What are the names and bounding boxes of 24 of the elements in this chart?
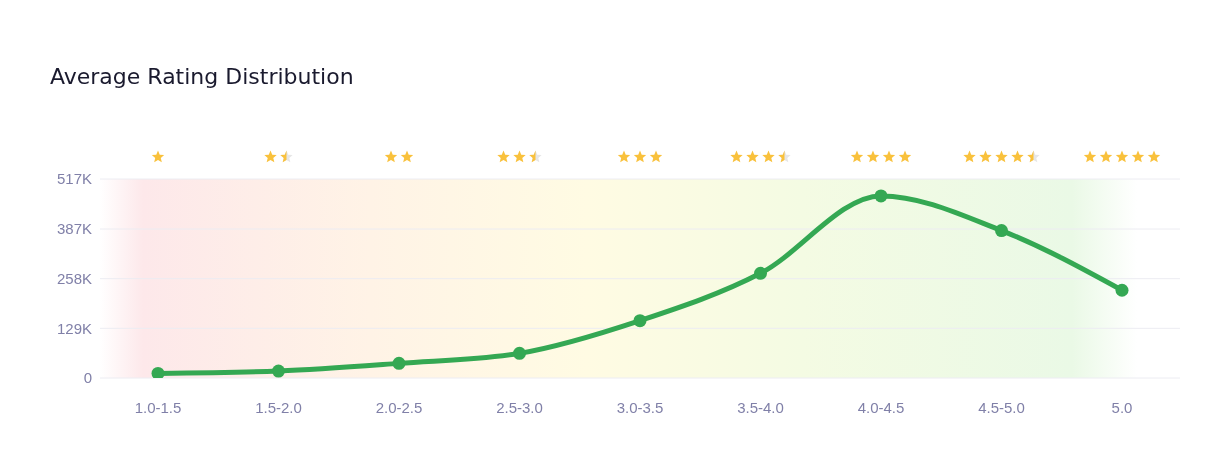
point [995,224,1008,238]
y-tick-label: 387K [56,220,92,238]
point [151,366,165,378]
chart-title: Average Rating Distribution [50,64,354,89]
point [1115,283,1129,297]
y-tick-label: 517K [56,170,92,188]
x-tick-label: 4.0-4.5 [857,398,905,416]
point [272,364,285,378]
point [874,189,888,203]
point [633,314,647,328]
x-tick-label: 1.5-2.0 [255,398,302,416]
x-tick-label: 5.0 [1111,398,1133,416]
y-tick-label: 129K [56,319,92,337]
x-tick-label: 3.0-3.5 [616,398,664,416]
point [392,356,406,370]
y-tick-label: 258K [56,270,92,288]
point [754,266,767,280]
y-tick-label: 0 [83,369,92,387]
x-tick-label: 2.5-3.0 [496,398,543,416]
x-tick-label: 4.5-5.0 [978,398,1025,416]
x-tick-label: 2.0-2.5 [375,398,423,416]
point [513,346,526,360]
x-tick-label: 3.5-4.0 [737,398,784,416]
x-tick-label: 1.0-1.5 [134,398,182,416]
